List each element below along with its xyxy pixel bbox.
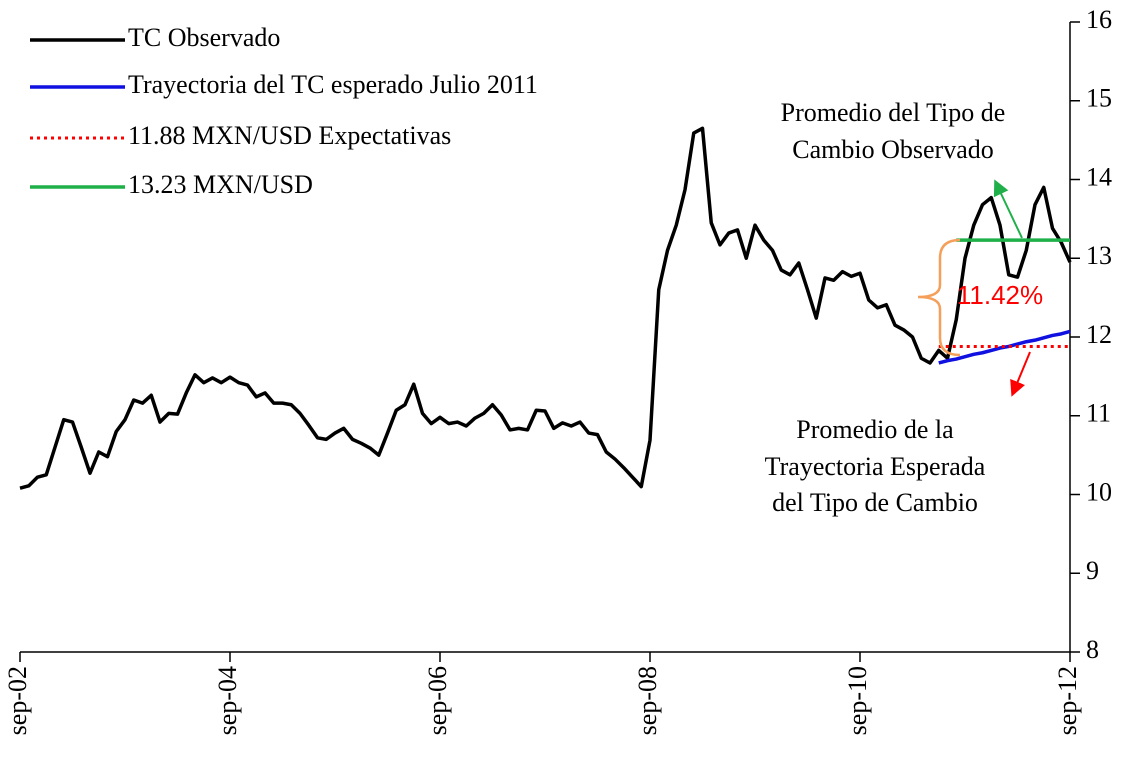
annotation: 11.42% (957, 280, 1043, 310)
y-tick-label: 8 (1086, 635, 1099, 664)
legend-label: TC Observado (128, 23, 280, 52)
arrow (1010, 351, 1031, 397)
x-tick-label: sep-06 (423, 666, 452, 735)
legend-label: Trayectoria del TC esperado Julio 2011 (128, 70, 538, 99)
x-tick-label: sep-12 (1053, 666, 1082, 735)
annotation: Promedio del Tipo de (781, 98, 1006, 127)
annotation: Cambio Observado (792, 135, 993, 164)
y-tick-label: 16 (1086, 5, 1112, 34)
legend-label: 11.88 MXN/USD Expectativas (128, 121, 451, 150)
series-line (19, 126, 1072, 490)
y-tick-label: 12 (1086, 320, 1112, 349)
y-tick-label: 14 (1086, 162, 1112, 191)
x-tick-label: sep-08 (633, 666, 662, 735)
y-tick-label: 15 (1086, 84, 1112, 113)
legend-label: 13.23 MXN/USD (128, 170, 313, 199)
plot-area: 8 9 10 11 12 13 14 15 16 sep-02 sep-04 sep-06 sep-08… (3, 5, 1112, 735)
x-tick-label: sep-04 (213, 666, 242, 735)
annotation: del Tipo de Cambio (772, 488, 978, 517)
brace (917, 238, 961, 357)
y-tick-label: 10 (1086, 477, 1112, 506)
y-tick-label: 11 (1086, 399, 1111, 428)
annotation: Promedio de la (796, 415, 954, 444)
y-tick-label: 13 (1086, 241, 1112, 270)
arrow (993, 179, 1023, 239)
x-tick-label: sep-02 (3, 666, 32, 735)
annotation: Trayectoria Esperada (765, 452, 986, 481)
x-tick-label: sep-10 (843, 666, 872, 735)
y-tick-label: 9 (1086, 556, 1099, 585)
